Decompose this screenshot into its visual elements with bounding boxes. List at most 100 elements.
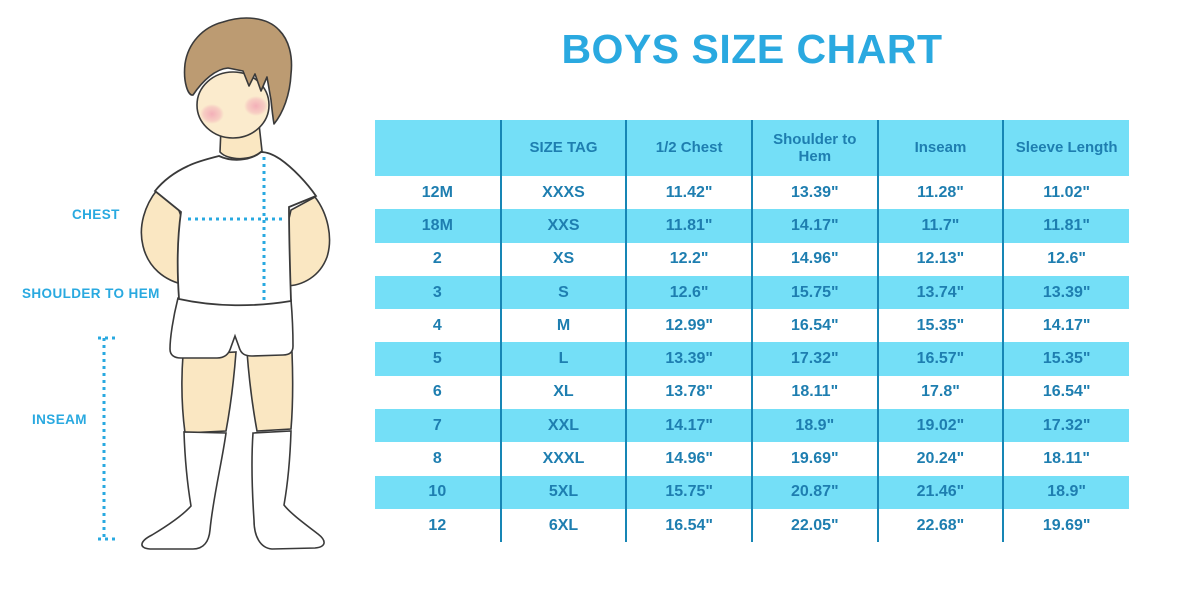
row-label-cell: 12 [428,516,447,534]
value-cell: 14.17" [750,209,878,243]
value-cell: 11.81" [625,209,752,243]
value-cell: 14.96" [625,442,752,476]
value-cell: 17.32" [750,342,878,376]
value-cell: XL [499,375,627,410]
value-cell: 17.32" [1002,409,1129,443]
table-row: 18M XXS 11.81" 14.17" 11.7" 11.81" [375,209,1129,243]
size-table-body: 12M XXXS 11.42" 13.39" 11.28" 11.02" 18M XXS 11.… [375,176,1129,543]
boy-illustration [98,17,331,550]
row-label-cell: 2 [432,250,442,268]
value-cell: 13.78" [625,375,752,410]
value-cell: 12.13" [876,242,1004,276]
row-label-cell: 6 [432,383,442,401]
corner-header [375,120,501,176]
value-cell: 20.24" [876,442,1004,476]
left-leg [181,351,237,434]
value-cell: 15.75" [750,275,878,310]
row-label-cell: 18M [375,209,501,243]
value-cell: M [499,309,627,343]
column-header: Sleeve Length [1002,120,1129,176]
value-cell: 5XL [499,475,627,509]
size-table-head-row: SIZE TAG 1/2 Chest Shoulder to Hem Inseam Sl… [375,120,1129,176]
page-title: BOYS SIZE CHART [561,26,943,72]
table-row: 6 XL 13.78" 18.11" 17.8" 16.54" [375,375,1129,410]
table-row: 4 M 12.99" 16.54" 15.35" 14.17" [375,309,1129,343]
t-shirt [153,151,318,307]
table-row: 12 6XL 16.54" 22.05" 22.68" 19.69" [375,508,1129,543]
hair [183,17,293,125]
value-cell: 12.99" [625,309,752,343]
value-cell: 20.87" [750,475,878,509]
left-sock [141,431,227,550]
column-header: Inseam [876,120,1004,176]
value-cell: 22.68" [876,508,1004,543]
value-cell: 6XL [499,508,627,543]
value-cell: 18.11" [1002,442,1129,476]
value-cell: 12.2" [625,242,752,276]
value-cell: XXXL [499,442,627,476]
value-cell: 16.57" [876,342,1004,376]
table-row: 3 S 12.6" 15.75" 13.74" 13.39" [375,275,1129,310]
right-leg [246,351,294,432]
value-cell: 16.54" [750,309,878,343]
table-row: 8 XXXL 14.96" 19.69" 20.24" 18.11" [375,442,1129,476]
value-cell: 15.75" [625,475,752,509]
table-row: 7 XXL 14.17" 18.9" 19.02" 17.32" [375,409,1129,443]
value-cell: 15.35" [876,309,1004,343]
value-cell: S [499,275,627,310]
row-label-cell: 12M [421,183,453,201]
value-cell: 13.74" [876,275,1004,310]
right-sock [251,430,325,550]
column-header: Shoulder to Hem [750,120,878,176]
value-cell: 21.46" [876,475,1004,509]
row-label-cell: 3 [375,275,501,310]
value-cell: XXS [499,209,627,243]
value-cell: 11.42" [625,176,752,210]
value-cell: 14.96" [750,242,878,276]
value-cell: 11.28" [876,176,1004,210]
value-cell: 14.17" [1002,309,1129,343]
value-cell: L [499,342,627,376]
size-table-head: SIZE TAG 1/2 Chest Shoulder to Hem Inseam Sl… [375,120,1129,176]
value-cell: 19.69" [1002,508,1129,543]
value-cell: 22.05" [750,508,878,543]
value-cell: 13.39" [625,342,752,376]
value-cell: 16.54" [1002,375,1129,410]
value-cell: 13.39" [750,176,878,210]
value-cell: 19.02" [876,409,1004,443]
table-row: 2 XS 12.2" 14.96" 12.13" 12.6" [375,242,1129,276]
row-label-cell: 10 [375,475,501,509]
value-cell: 17.8" [876,375,1004,410]
value-cell: 14.17" [625,409,752,443]
value-cell: XXL [499,409,627,443]
size-table: SIZE TAG 1/2 Chest Shoulder to Hem Inseam Sl… [375,120,1129,543]
value-cell: 12.6" [625,275,752,310]
chest-label: CHEST [72,207,120,222]
row-label-cell: 4 [432,316,442,334]
right-cheek-blush [244,96,268,116]
left-cheek-blush [200,104,224,124]
table-row: 10 5XL 15.75" 20.87" 21.46" 18.9" [375,475,1129,509]
value-cell: 12.6" [1002,242,1129,276]
value-cell: 18.11" [750,375,878,410]
inseam-label: INSEAM [32,412,87,427]
table-row: 5 L 13.39" 17.32" 16.57" 15.35" [375,342,1129,376]
value-cell: XXXS [499,176,627,210]
value-cell: 11.02" [1002,176,1129,210]
value-cell: 19.69" [750,442,878,476]
column-header: SIZE TAG [499,120,627,176]
table-row: 12M XXXS 11.42" 13.39" 11.28" 11.02" [375,176,1129,210]
value-cell: 11.81" [1002,209,1129,243]
shoulder-to-hem-label: SHOULDER TO HEM [22,286,160,301]
value-cell: 18.9" [1002,475,1129,509]
value-cell: 16.54" [625,508,752,543]
value-cell: 18.9" [750,409,878,443]
value-cell: 15.35" [1002,342,1129,376]
row-label-cell: 7 [375,409,501,443]
row-label-cell: 5 [375,342,501,376]
column-header: 1/2 Chest [625,120,752,176]
value-cell: 13.39" [1002,275,1129,310]
value-cell: XS [499,242,627,276]
value-cell: 11.7" [876,209,1004,243]
